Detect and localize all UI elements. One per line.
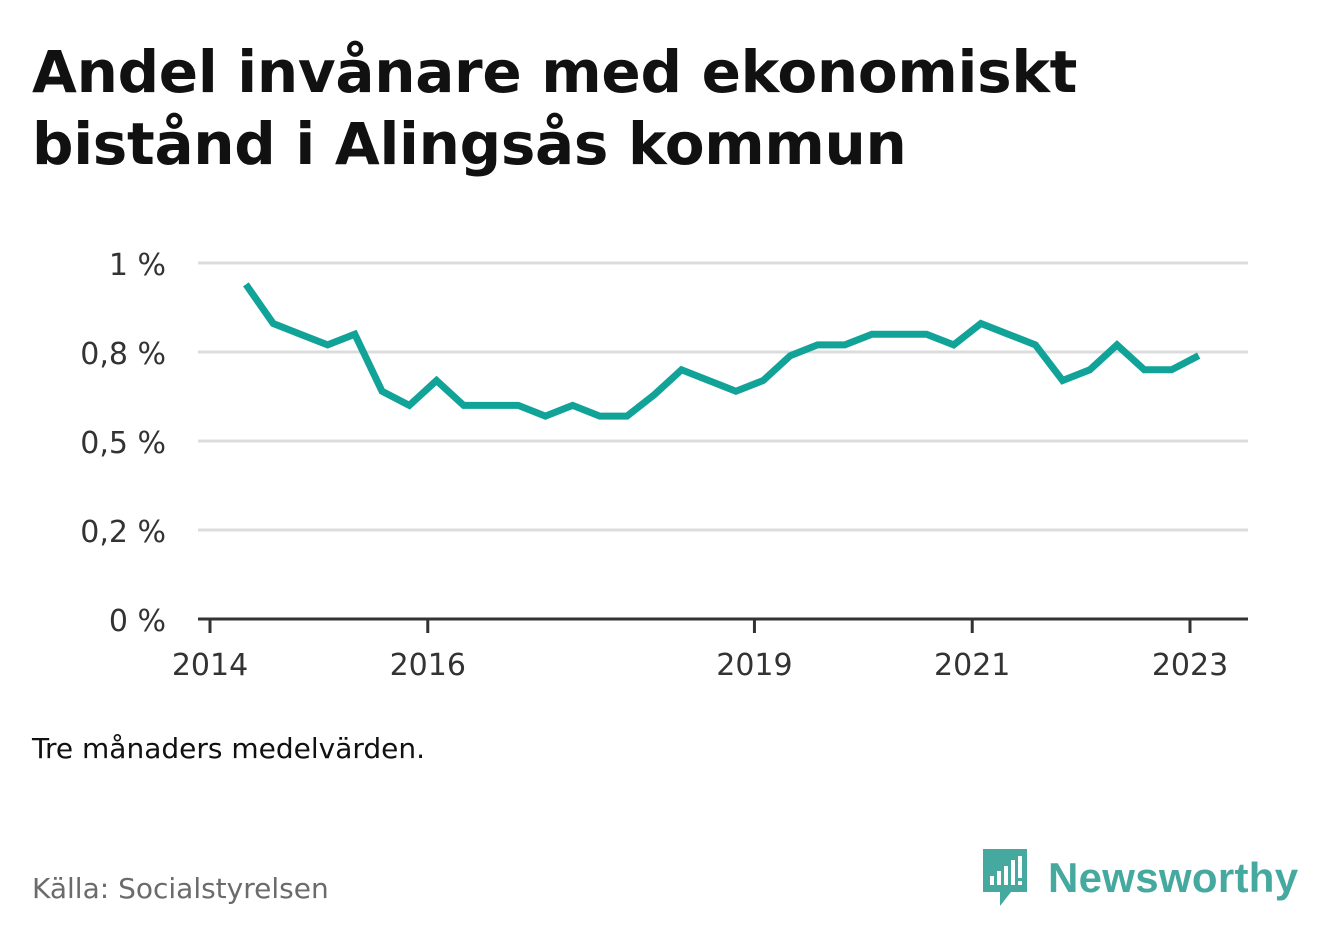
y-tick-label: 0,5 % — [80, 426, 166, 461]
x-tick-label: 2016 — [390, 648, 466, 683]
x-tick-label: 2021 — [934, 648, 1010, 683]
chart-title: Andel invånare med ekonomiskt bistånd i … — [32, 38, 1078, 178]
source-text: Källa: Socialstyrelsen — [32, 872, 329, 905]
chart-note: Tre månaders medelvärden. — [32, 732, 426, 765]
gridlines — [198, 261, 1248, 532]
x-tick-label: 2014 — [172, 648, 248, 683]
x-tick-label: 2019 — [716, 648, 792, 683]
axes: 0 % 0,2 % 0,5 % 0,8 % 1 % 2014 2016 2019 2021 202… — [80, 248, 1248, 683]
y-tick-label: 0,2 % — [80, 515, 166, 550]
series-layer — [243, 282, 1201, 420]
bar-chart-speech-bubble-icon — [983, 849, 1027, 906]
brand-logo: Newsworthy — [980, 846, 1298, 910]
y-tick-label: 1 % — [109, 248, 166, 283]
y-tick-label: 0 % — [109, 604, 166, 639]
series-line — [243, 282, 1201, 420]
y-tick-label: 0,8 % — [80, 337, 166, 372]
brand-name: Newsworthy — [1048, 854, 1299, 901]
x-tick-label: 2023 — [1152, 648, 1228, 683]
